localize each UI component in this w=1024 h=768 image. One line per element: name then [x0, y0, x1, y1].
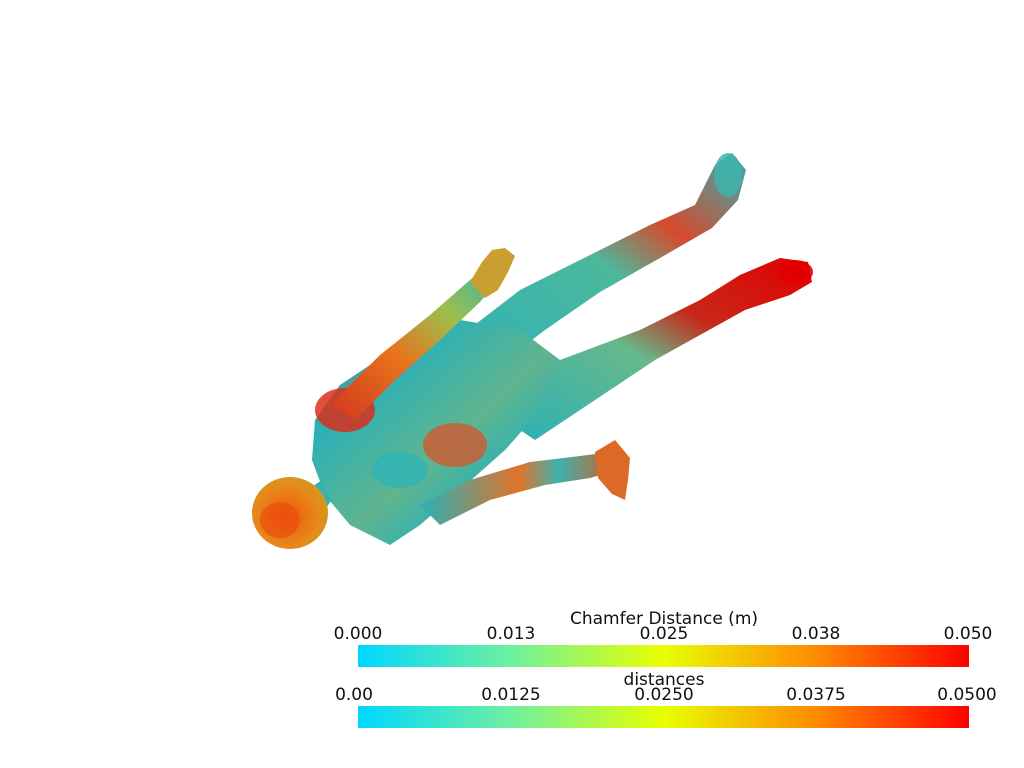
- scalar-bar-2-colorbar: [358, 706, 969, 728]
- mesh-leg-left: [455, 153, 746, 372]
- scalar-bar-2-tick: 0.0250: [634, 685, 694, 705]
- scalar-bar-2-tick: 0.0125: [481, 685, 541, 705]
- scalar-bar-1-tick: 0.050: [943, 624, 993, 644]
- scalar-bar-2-tick: 0.00: [335, 685, 373, 705]
- mesh-arm-lower: [420, 452, 618, 525]
- mesh-hand-lower: [595, 440, 630, 500]
- scalar-bar-1-tick: 0.025: [639, 624, 689, 644]
- scalar-bar-2-tick: 0.0375: [786, 685, 846, 705]
- scalar-bar-2-title: distances: [623, 670, 705, 690]
- mesh-arm-upper: [330, 268, 500, 420]
- scalar-bar-1-title: Chamfer Distance (m): [569, 609, 759, 629]
- scalar-bar-1-colorbar: [358, 645, 969, 667]
- scalar-bar-2-tick: 0.0500: [937, 685, 997, 705]
- scalar-bar-1-tick: 0.038: [791, 624, 841, 644]
- scalar-bar-1-tick: 0.000: [333, 624, 383, 644]
- mesh-hand-upper: [470, 248, 515, 298]
- mesh-leg-right: [505, 258, 812, 440]
- scalar-bar-1-tick: 0.013: [486, 624, 536, 644]
